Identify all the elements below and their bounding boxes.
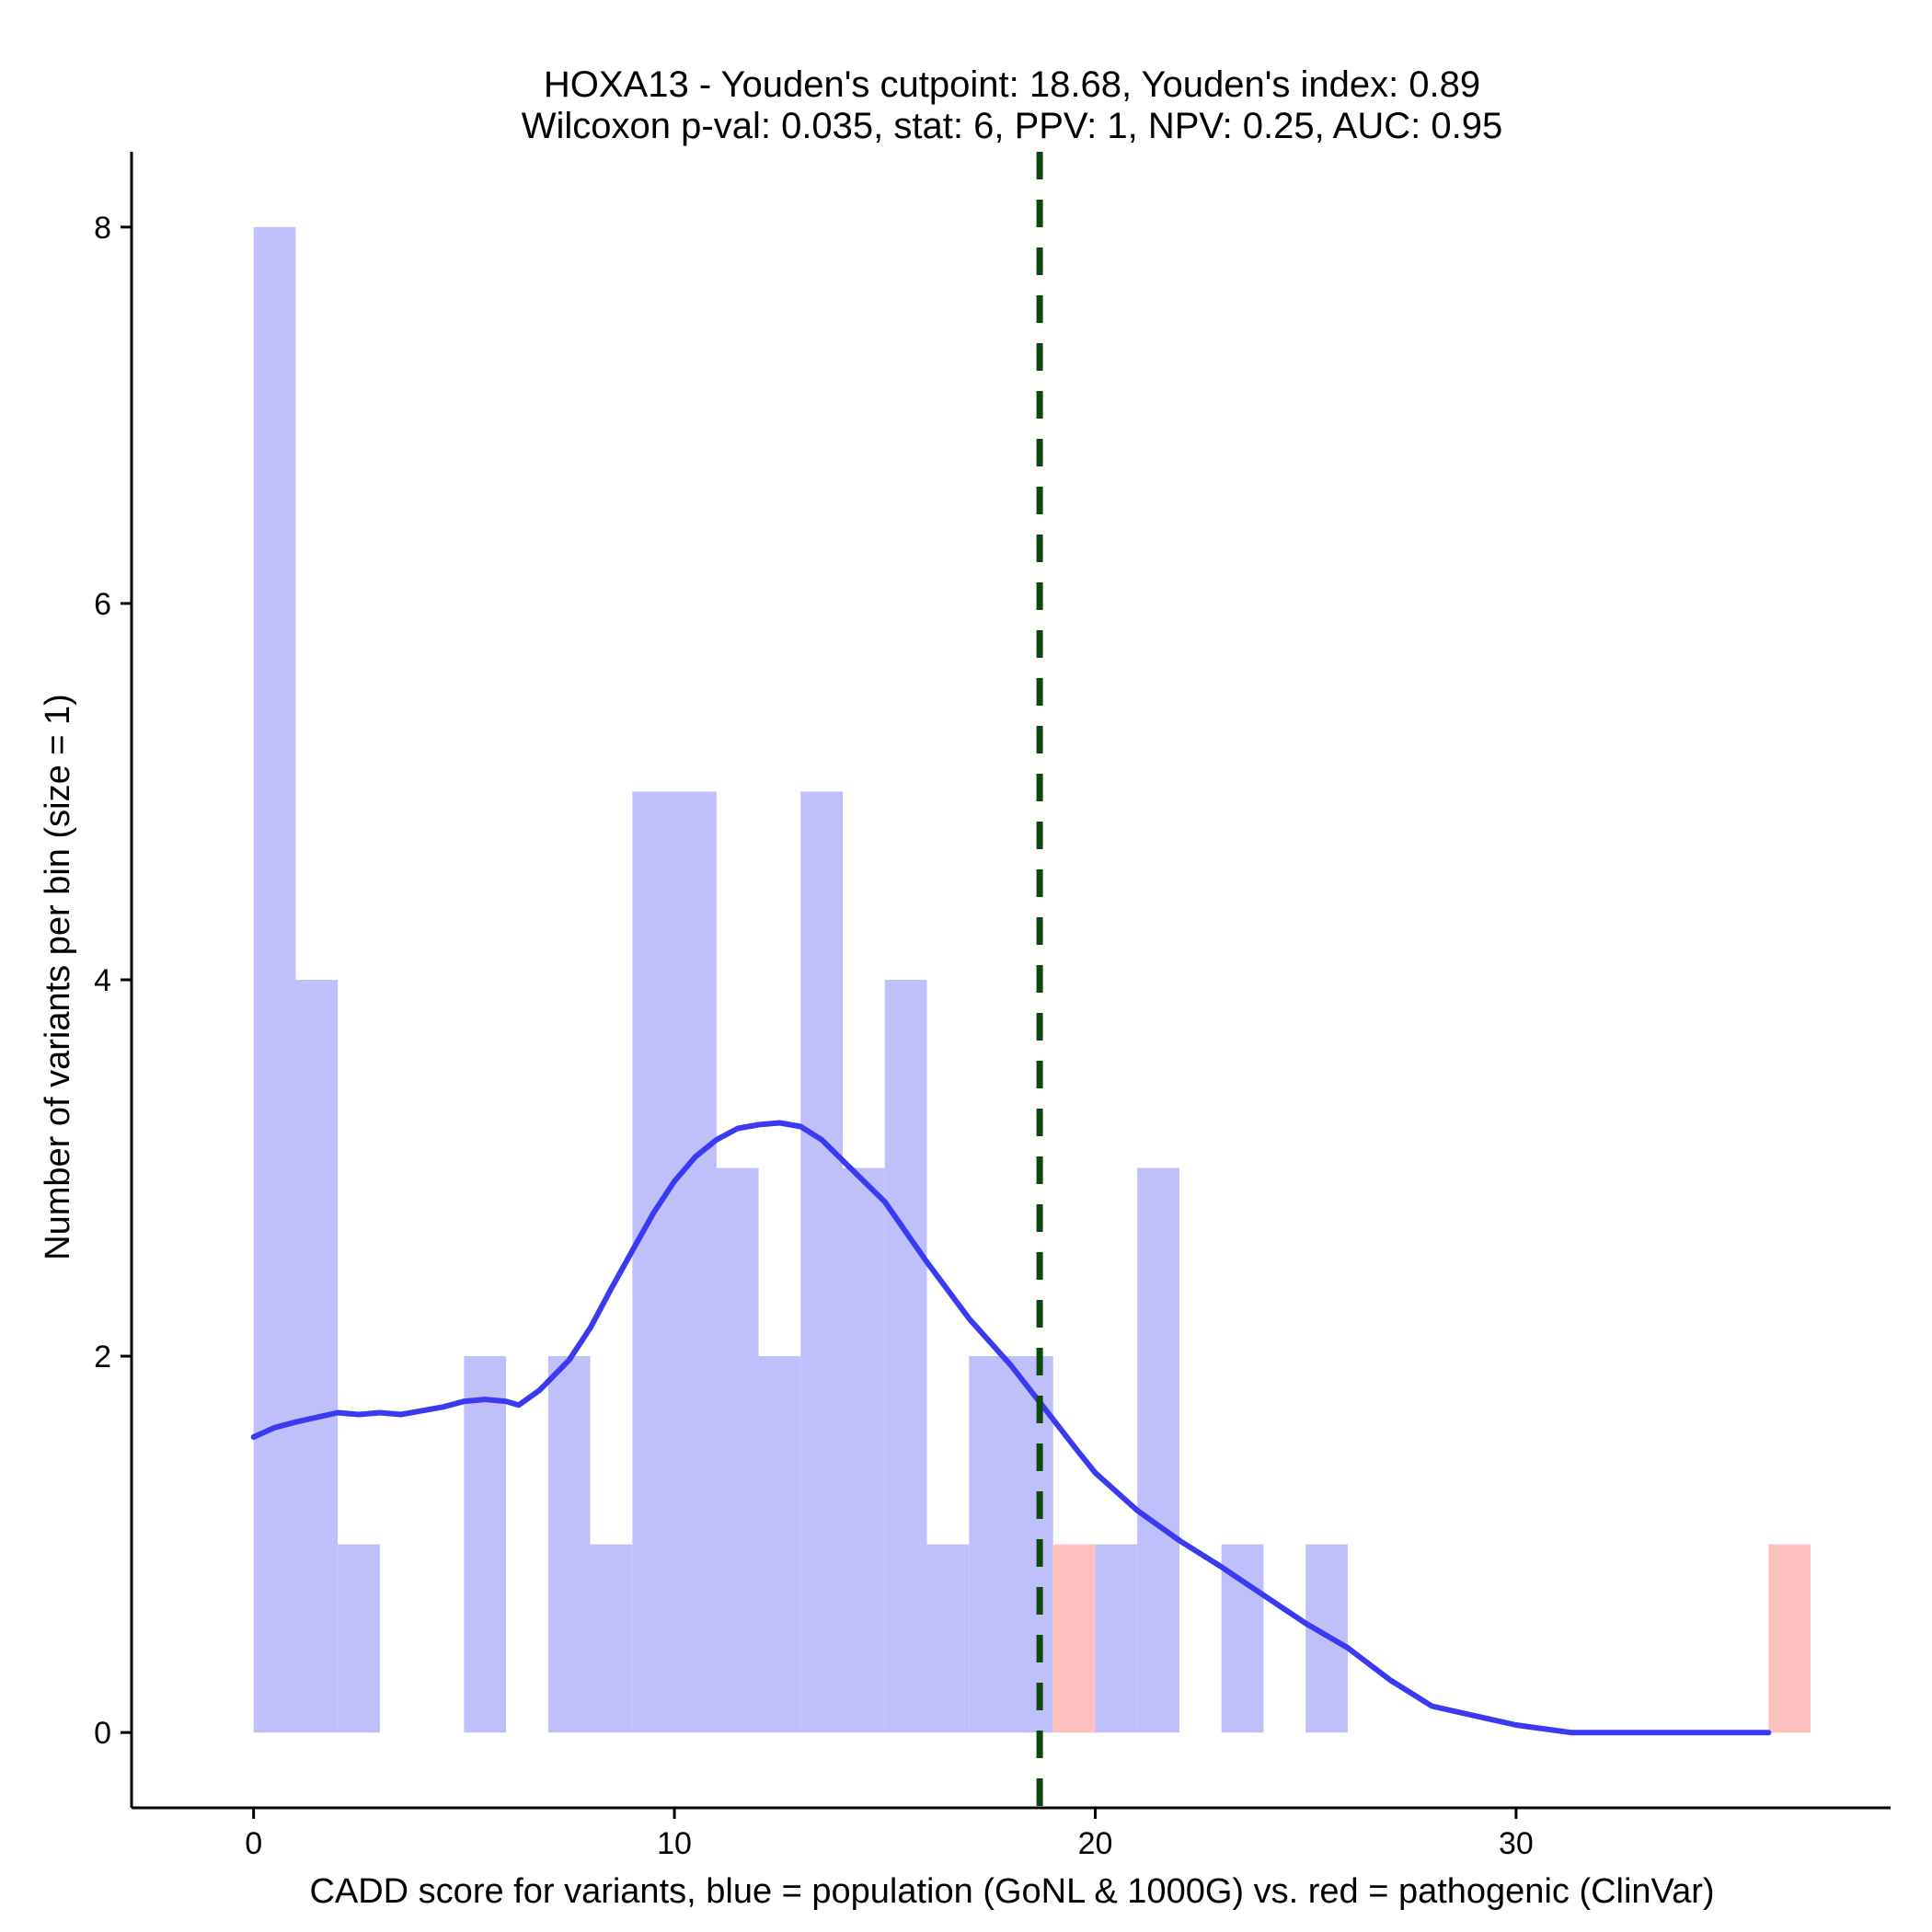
x-tick-label-0: 0 (245, 1826, 262, 1861)
population-bar-12 (758, 1356, 801, 1733)
population-bar-23 (1221, 1544, 1264, 1733)
density-line (250, 1120, 1772, 1736)
x-tick-label-10: 10 (657, 1826, 692, 1861)
y-tick-label-2: 2 (94, 1340, 111, 1374)
population-bar-17 (969, 1356, 1011, 1733)
x-axis-ticks: 0 10 20 30 (245, 1808, 1534, 1861)
population-bar-5 (464, 1356, 507, 1733)
population-bars (253, 226, 1348, 1733)
population-bar-20 (1095, 1544, 1138, 1733)
population-bar-11 (716, 1167, 759, 1733)
population-bar-14 (843, 1167, 885, 1733)
population-bar-18 (1011, 1356, 1053, 1733)
x-axis-title: CADD score for variants, blue = populati… (309, 1872, 1714, 1911)
population-bar-10 (674, 791, 717, 1733)
y-tick-label-8: 8 (94, 211, 111, 246)
pathogenic-bar-19 (1052, 1544, 1096, 1733)
y-tick-label-4: 4 (94, 963, 111, 998)
y-axis-title: Number of variants per bin (size = 1) (39, 694, 77, 1260)
population-bar-7 (547, 1356, 591, 1733)
population-bar-2 (338, 1544, 380, 1733)
population-bar-0 (253, 226, 296, 1733)
pathogenic-bars (1052, 1544, 1811, 1733)
chart-title: HOXA13 - Youden's cutpoint: 18.68, Youde… (544, 64, 1480, 105)
y-tick-label-0: 0 (94, 1716, 111, 1751)
population-bar-16 (926, 1544, 970, 1733)
population-bar-8 (590, 1544, 633, 1733)
pathogenic-bar-36 (1768, 1544, 1811, 1733)
population-bar-21 (1137, 1167, 1179, 1733)
y-tick-label-6: 6 (94, 587, 111, 622)
x-tick-label-30: 30 (1499, 1826, 1534, 1861)
population-bar-1 (295, 980, 339, 1733)
y-axis-ticks: 0 2 4 6 8 (94, 211, 132, 1751)
x-tick-label-20: 20 (1078, 1826, 1113, 1861)
population-bar-9 (632, 791, 675, 1733)
population-bar-13 (800, 791, 844, 1733)
population-bar-15 (884, 980, 927, 1733)
chart-subtitle: Wilcoxon p-val: 0.035, stat: 6, PPV: 1, … (522, 106, 1502, 146)
